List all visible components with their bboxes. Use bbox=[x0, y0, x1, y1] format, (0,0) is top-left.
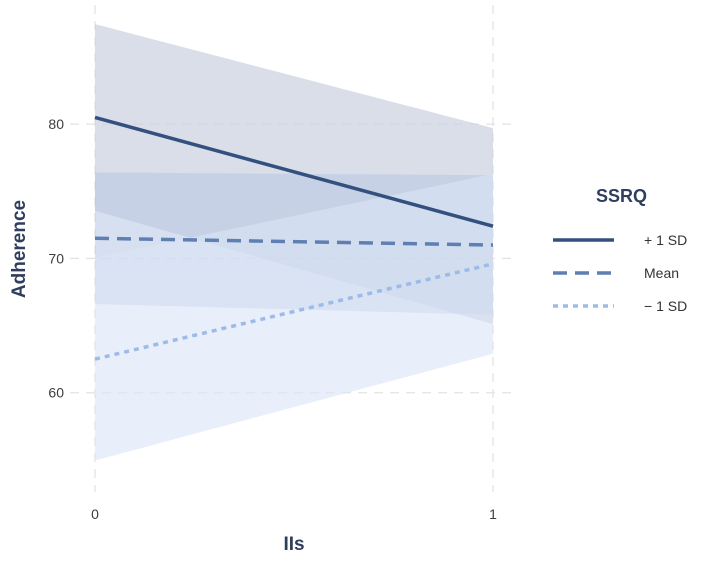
series-lines bbox=[94, 115, 494, 361]
y-tick-label: 80 bbox=[48, 116, 64, 132]
series-line bbox=[94, 115, 494, 228]
x-tick-label: 1 bbox=[489, 506, 497, 522]
confidence-bands bbox=[95, 24, 493, 461]
x-axis-title: IIs bbox=[283, 534, 304, 555]
legend-label: + 1 SD bbox=[644, 232, 687, 248]
legend-label: Mean bbox=[644, 265, 679, 281]
tick-labels: 60 70 80 0 1 bbox=[48, 116, 497, 522]
ci-band bbox=[95, 173, 493, 461]
y-tick-label: 60 bbox=[48, 385, 64, 401]
x-tick-label: 0 bbox=[91, 506, 99, 522]
series-line bbox=[94, 262, 494, 361]
series-line bbox=[94, 236, 494, 247]
y-tick-label: 70 bbox=[48, 250, 64, 266]
legend: SSRQ + 1 SD Mean − 1 SD bbox=[553, 186, 687, 314]
y-axis-title: Adherence bbox=[9, 200, 30, 298]
legend-label: − 1 SD bbox=[644, 298, 687, 314]
legend-title: SSRQ bbox=[596, 186, 647, 206]
